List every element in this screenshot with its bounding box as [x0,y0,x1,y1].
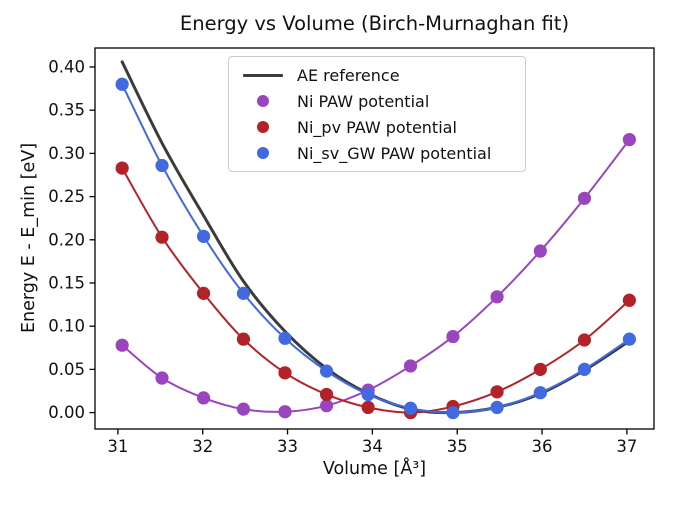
legend-label: AE reference [297,65,400,85]
data-point-2 [622,293,637,307]
data-point-3 [403,401,418,415]
data-point-3 [319,364,334,378]
x-tick-label: 35 [447,437,468,456]
data-point-2 [155,230,169,244]
y-tick-label: 0.20 [48,230,85,249]
legend-label: Ni PAW potential [297,91,430,111]
x-tick-label: 31 [107,437,128,456]
line-swatch-icon [243,73,283,77]
data-point-1 [622,132,637,147]
plot-border [94,47,655,430]
y-tick-label: 0.00 [48,403,85,422]
dot-swatch-icon [257,95,269,107]
data-point-3 [236,286,251,300]
data-point-1 [278,405,292,419]
data-point-2 [278,366,292,380]
data-point-2 [490,385,504,399]
data-point-2 [319,387,334,402]
data-point-3 [196,229,211,243]
data-point-2 [236,332,251,346]
data-point-3 [278,331,292,345]
legend-label: Ni_sv_GW PAW potential [297,143,492,163]
data-point-1 [533,244,547,258]
data-point-3 [115,77,129,91]
data-point-3 [446,405,460,420]
data-point-3 [490,400,504,415]
data-point-1 [577,191,592,205]
data-point-3 [577,362,592,376]
legend-item-ni-paw: Ni PAW potential [237,88,517,114]
data-point-3 [622,332,637,346]
data-point-1 [115,338,129,352]
data-point-1 [196,391,211,405]
data-point-2 [577,333,592,347]
legend-item-ae-reference: AE reference [237,62,517,88]
y-tick-label: 0.05 [48,360,85,379]
x-tick-label: 33 [277,437,298,456]
data-point-1 [446,329,460,344]
data-point-3 [361,387,375,402]
data-point-1 [155,371,169,385]
data-point-1 [319,399,334,413]
data-point-3 [533,386,547,400]
data-point-2 [196,286,211,300]
chart-title: Energy vs Volume (Birch-Murnaghan fit) [179,12,570,35]
y-tick-label: 0.25 [48,187,85,206]
dot-swatch-icon [257,121,269,133]
data-point-1 [403,359,418,373]
x-axis-label: Volume [Å³] [322,459,427,479]
data-point-1 [490,290,504,304]
y-tick-label: 0.30 [48,144,85,163]
x-tick-label: 32 [192,437,213,456]
data-point-2 [115,161,129,175]
legend-item-ni-sv-gw-paw: Ni_sv_GW PAW potential [237,140,517,166]
y-tick-label: 0.10 [48,317,85,336]
legend-label: Ni_pv PAW potential [297,117,457,137]
y-tick-label: 0.40 [48,58,85,77]
legend-item-ni-pv-paw: Ni_pv PAW potential [237,114,517,140]
dot-swatch-icon [257,147,269,159]
legend: AE reference Ni PAW potential Ni_pv PAW … [228,56,526,172]
y-tick-label: 0.35 [48,101,85,120]
y-tick-label: 0.15 [48,273,85,292]
x-tick-label: 37 [616,437,637,456]
x-tick-label: 34 [362,437,383,456]
data-point-2 [533,362,547,376]
series-line-1 [121,138,631,413]
data-point-1 [236,402,251,416]
x-tick-label: 36 [532,437,553,456]
y-axis-label: Energy E - E_min [eV] [19,142,39,334]
data-point-2 [361,400,375,415]
data-point-3 [155,158,169,173]
